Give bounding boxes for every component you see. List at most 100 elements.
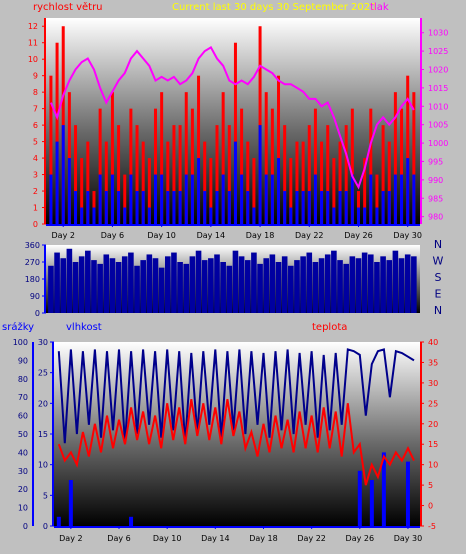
wind-tick-label: 7 (33, 105, 38, 114)
wind-gust-bar (313, 108, 317, 224)
wind-tick-label: 6 (33, 121, 38, 130)
wind-direction-bar (232, 250, 239, 313)
wind-x-tick-label: Day 30 (393, 231, 422, 240)
wind-direction-bar (183, 263, 190, 313)
rain-bar (405, 461, 410, 526)
climate-x-tick-label: Day 2 (59, 534, 82, 543)
wind-average-bar (67, 158, 71, 224)
wind-direction-bar (103, 254, 110, 313)
wind-gust-bar (387, 141, 391, 224)
pressure-axis: 980 985 990 995 1000 1005 1010 1015 1020 1025 1030 (420, 18, 448, 224)
wind-gust-bar (264, 92, 268, 224)
wind-gust-bar (227, 125, 231, 224)
chart-title: Current last 30 days 30 September 2020 (172, 2, 376, 13)
direction-tick-label: 0 (35, 309, 40, 318)
wind-average-bar (129, 174, 133, 224)
wind-direction-bar (392, 250, 399, 313)
wind-average-bar (55, 141, 59, 224)
wind-direction-bar (294, 260, 300, 313)
wind-average-bar (381, 191, 385, 224)
wind-gust-bar (307, 125, 311, 224)
wind-direction-bar (189, 256, 196, 313)
wind-average-bar (221, 174, 225, 224)
wind-average-bar (246, 191, 250, 224)
wind-gust-bar (252, 158, 256, 224)
wind-gust-bar (129, 108, 133, 224)
humidity-tick-label: 10 (38, 461, 48, 470)
wind-direction-bar (72, 262, 79, 313)
wind-gust-bar (178, 125, 182, 224)
temperature-tick-label: 30 (428, 379, 438, 388)
wind-gust-bar (375, 174, 379, 224)
wind-gust-bar (203, 141, 207, 224)
wind-direction-bar (318, 258, 325, 313)
wind-gust-bar (98, 108, 102, 224)
wind-average-bar (350, 174, 354, 224)
wind-tick-label: 12 (28, 22, 38, 31)
wind-direction-bar (238, 256, 245, 313)
rain-tick-label: 90 (18, 356, 28, 365)
humidity-tick-label: 30 (38, 338, 48, 347)
rain-axis-label: srážky (2, 321, 34, 333)
wind-gust-bar (295, 141, 299, 224)
wind-direction-bar (134, 265, 140, 313)
wind-direction-bar (226, 265, 233, 313)
wind-gust-bar (369, 108, 373, 224)
wind-direction-bar (66, 248, 73, 313)
rain-tick-label: 60 (18, 412, 28, 421)
climate-x-tick-label: Day 18 (249, 534, 278, 543)
direction-series (48, 248, 417, 313)
wind-gust-bar (135, 125, 139, 224)
wind-direction-bar (158, 267, 165, 313)
wind-average-bar (98, 174, 102, 224)
wind-x-tick-label: Day 22 (295, 231, 324, 240)
wind-average-bar (61, 125, 65, 224)
temperature-tick-label: 10 (428, 461, 438, 470)
wind-direction-bar (331, 250, 337, 313)
pressure-tick-label: 990 (428, 176, 443, 185)
rain-bar (68, 480, 73, 526)
wind-gust-bar (233, 42, 237, 224)
temperature-tick-label: 0 (428, 502, 433, 511)
wind-direction-bar (97, 263, 103, 313)
wind-direction-bar (306, 252, 313, 313)
wind-average-bar (233, 141, 237, 224)
wind-average-bar (344, 191, 348, 224)
wind-average-bar (252, 207, 256, 224)
wind-average-bar (190, 174, 194, 224)
wind-gust-bar (350, 108, 354, 224)
wind-gust-bar (209, 158, 213, 224)
wind-direction-bar (411, 256, 417, 313)
wind-average-bar (320, 191, 324, 224)
wind-gust-bar (166, 141, 170, 224)
wind-tick-label: 10 (28, 55, 38, 64)
wind-average-bar (270, 174, 274, 224)
wind-left-axis-label: rychlost větru (33, 1, 103, 13)
wind-average-bar (412, 174, 416, 224)
pressure-line (49, 46, 415, 190)
wind-gust-bar (172, 125, 176, 224)
wind-gust-bar (258, 26, 262, 224)
wind-average-bar (104, 191, 108, 224)
wind-gust-bar (49, 75, 53, 225)
wind-gust-bar (381, 125, 385, 224)
temperature-tick-label: 35 (428, 358, 438, 367)
humidity-tick-label: 25 (38, 369, 48, 378)
wind-direction-bar (281, 256, 288, 313)
rain-tick-label: 0 (23, 522, 28, 531)
wind-x-tick-label: Day 14 (197, 231, 226, 240)
rain-bar (357, 470, 362, 526)
wind-direction-bar (251, 252, 257, 313)
wind-average-bar (264, 174, 268, 224)
wind-direction-bar (195, 250, 202, 313)
rain-bar (381, 452, 386, 526)
direction-tick-label: 270 (25, 258, 40, 267)
wind-direction-bar (275, 262, 282, 313)
wind-tick-label: 9 (33, 72, 38, 81)
climate-x-tick-label: Day 10 (153, 534, 182, 543)
humidity-tick-label: 15 (38, 430, 48, 439)
wind-average-bar (74, 191, 78, 224)
wind-average-bar (393, 174, 397, 224)
wind-direction-bar (85, 250, 91, 313)
